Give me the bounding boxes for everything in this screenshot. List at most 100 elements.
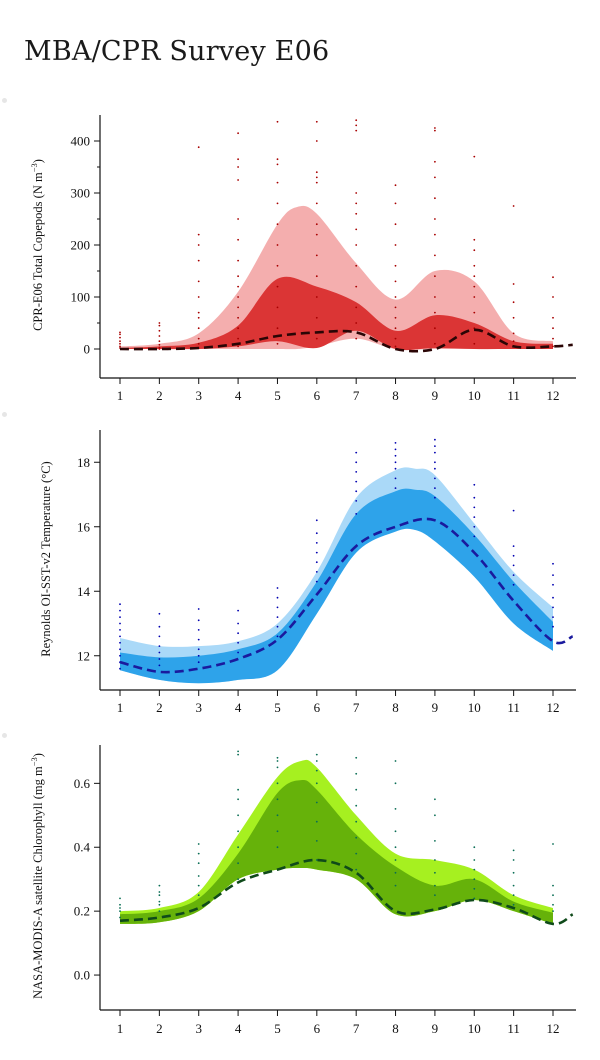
observation-point [552, 327, 554, 330]
observation-point [276, 616, 279, 618]
x-tick-label: 3 [195, 388, 202, 403]
observation-point [473, 506, 476, 509]
y-tick-label: 100 [71, 290, 91, 305]
observation-point [315, 176, 318, 179]
observation-point [315, 275, 318, 278]
x-tick-label: 10 [468, 1021, 481, 1036]
median-line [119, 517, 574, 674]
observation-point [434, 160, 436, 163]
observation-point [315, 202, 318, 205]
observation-point [119, 907, 121, 909]
observation-point [473, 535, 476, 538]
observation-point [355, 322, 358, 324]
observation-point [473, 868, 476, 871]
observation-point [552, 574, 554, 576]
x-tick-label: 1 [117, 1021, 124, 1036]
observation-point [552, 884, 554, 887]
observation-point [355, 804, 358, 807]
observation-point [276, 760, 279, 762]
observation-point [315, 769, 318, 772]
observation-point [276, 782, 279, 785]
observation-point [552, 296, 554, 298]
observation-point [473, 155, 476, 158]
observation-point [197, 648, 200, 651]
observation-point [197, 608, 200, 610]
observation-point [552, 596, 554, 599]
observation-point [355, 264, 358, 267]
x-tick-label: 3 [195, 1021, 202, 1036]
observation-point [237, 259, 240, 262]
observation-point [158, 658, 161, 660]
observation-point [434, 233, 436, 236]
observation-point [315, 760, 318, 762]
margin-dot [2, 98, 7, 103]
observation-point [119, 648, 121, 651]
observation-point [434, 129, 436, 132]
observation-point [237, 814, 240, 817]
observation-point [434, 296, 436, 298]
observation-point [315, 316, 318, 319]
y-axis-title: CPR-E06 Total Copepods (N m−3) [29, 159, 45, 331]
median-line [119, 328, 573, 353]
observation-point [473, 285, 476, 288]
observation-point [473, 342, 476, 345]
observation-point [512, 884, 515, 887]
observation-point [355, 285, 358, 288]
x-tick-label: 6 [314, 1021, 321, 1036]
observation-point [315, 561, 318, 564]
observation-point [158, 635, 161, 638]
observation-point [512, 340, 515, 343]
observation-point [197, 316, 200, 319]
observation-point [355, 513, 358, 515]
observation-point [355, 461, 358, 464]
observation-point [355, 244, 358, 246]
x-tick-label: 6 [314, 388, 321, 403]
observation-point [394, 264, 397, 267]
observation-point [276, 285, 279, 288]
observation-point [315, 753, 318, 756]
y-tick-label: 0.6 [74, 776, 91, 791]
observation-point [394, 223, 397, 226]
observation-point [434, 275, 436, 278]
x-tick-label: 11 [507, 388, 520, 403]
observation-point [237, 316, 240, 319]
observation-point [434, 461, 436, 464]
observation-point [237, 296, 240, 298]
observation-point [276, 830, 279, 833]
y-tick-label: 200 [71, 238, 91, 253]
observation-point [197, 661, 200, 664]
observation-point [394, 280, 397, 283]
observation-point [512, 903, 515, 906]
x-tick-label: 8 [392, 388, 399, 403]
observation-point [394, 830, 397, 833]
observation-point [315, 571, 318, 573]
observation-point [197, 619, 200, 622]
observation-point [315, 542, 318, 544]
observation-point [158, 894, 161, 897]
observation-point [276, 798, 279, 801]
observation-point [512, 871, 515, 874]
observation-point [552, 625, 554, 628]
observation-point [434, 176, 436, 179]
observation-point [276, 163, 279, 166]
observation-point [355, 129, 358, 132]
observation-point [434, 327, 436, 330]
outer-percentile-band [120, 205, 553, 350]
observation-point [355, 212, 358, 215]
observation-point [237, 132, 240, 135]
observation-point [434, 445, 436, 447]
observation-point [119, 629, 121, 631]
x-tick-label: 1 [117, 700, 124, 715]
observation-point [394, 871, 397, 874]
observation-point [237, 238, 240, 241]
observation-point [355, 451, 358, 454]
observation-point [473, 483, 476, 486]
observation-point [355, 228, 358, 231]
x-tick-label: 12 [547, 1021, 560, 1036]
y-tick-label: 400 [71, 134, 91, 149]
observation-point [394, 296, 397, 298]
observation-point [355, 490, 358, 493]
observation-point [552, 910, 554, 912]
observation-point [276, 756, 279, 759]
